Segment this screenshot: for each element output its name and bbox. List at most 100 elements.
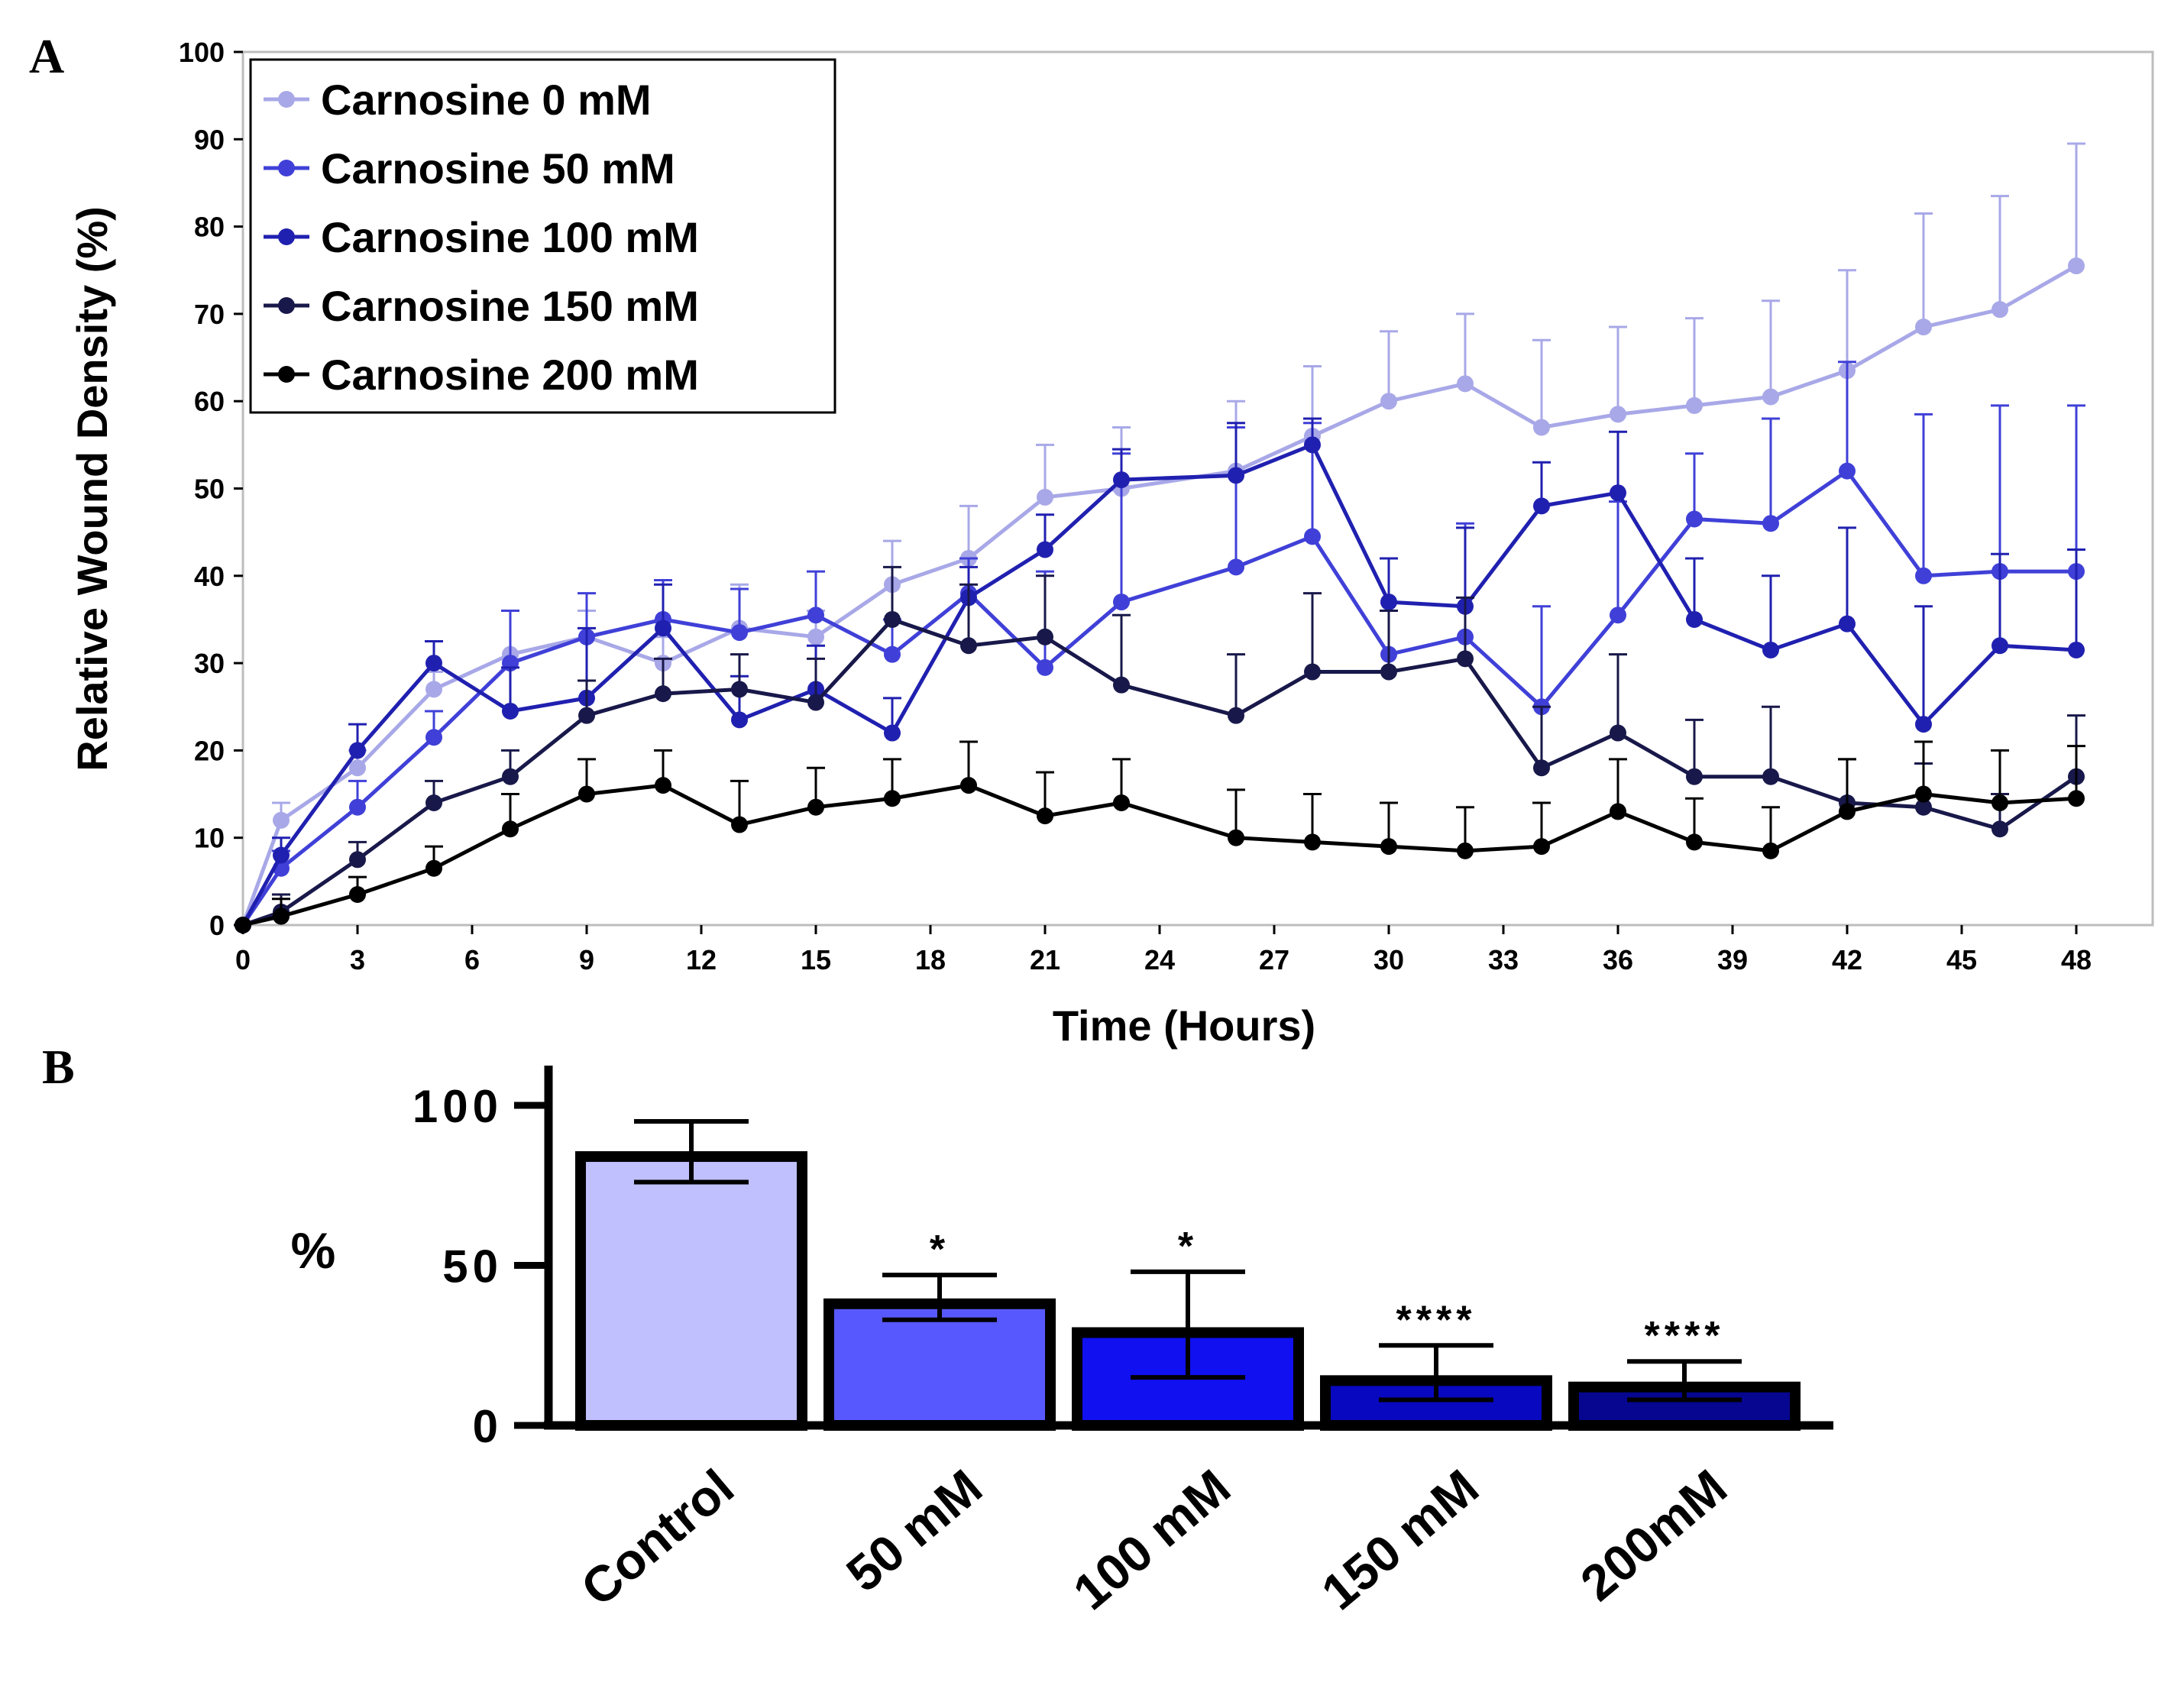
data-point xyxy=(273,907,290,925)
category-label: 100 mM xyxy=(1063,1458,1241,1620)
data-point xyxy=(1304,663,1321,681)
data-point xyxy=(1762,842,1779,859)
data-point xyxy=(2068,257,2085,275)
y-tick-label: 90 xyxy=(194,124,225,155)
data-point xyxy=(1915,319,1932,336)
data-point xyxy=(807,798,824,816)
y-tick-label: 40 xyxy=(194,561,225,592)
x-tick-label: 27 xyxy=(1259,944,1289,975)
data-point xyxy=(1686,610,1703,628)
y-axis-label: Relative Wound Density (%) xyxy=(68,206,116,772)
bar-y-tick-label: 0 xyxy=(473,1401,503,1452)
data-point xyxy=(884,724,901,742)
category-label: 150 mM xyxy=(1311,1458,1489,1620)
data-point xyxy=(1915,798,1932,816)
y-tick-label: 30 xyxy=(194,648,225,679)
data-point xyxy=(425,681,442,698)
data-point xyxy=(655,685,671,703)
bar xyxy=(823,1298,1056,1432)
data-point xyxy=(884,790,901,807)
data-point xyxy=(1762,388,1779,406)
data-point xyxy=(807,628,824,645)
legend-swatch-marker xyxy=(278,91,295,108)
bar xyxy=(575,1151,807,1432)
bar-y-tick-label: 100 xyxy=(413,1081,503,1132)
data-point xyxy=(1915,785,1932,803)
data-point xyxy=(1839,803,1856,820)
bar-y-tick-label: 50 xyxy=(442,1241,503,1292)
x-tick-label: 36 xyxy=(1603,944,1633,975)
data-point xyxy=(1380,594,1397,611)
data-point xyxy=(1380,838,1397,856)
x-tick-label: 21 xyxy=(1030,944,1060,975)
data-point xyxy=(807,694,824,711)
data-point xyxy=(2068,790,2085,807)
x-tick-label: 33 xyxy=(1488,944,1519,975)
significance-marker: * xyxy=(930,1228,950,1272)
data-point xyxy=(502,768,519,785)
y-tick-label: 70 xyxy=(194,299,225,330)
category-label: 50 mM xyxy=(836,1458,992,1603)
data-point xyxy=(1037,541,1053,558)
data-point xyxy=(1457,650,1474,668)
x-tick-label: 0 xyxy=(235,944,251,975)
legend-entry: Carnosine 0 mM xyxy=(321,76,652,124)
series-line xyxy=(242,783,2077,927)
significance-marker: **** xyxy=(1396,1298,1477,1342)
data-point xyxy=(578,707,595,724)
data-point xyxy=(1304,528,1321,545)
data-point xyxy=(425,859,442,877)
data-point xyxy=(273,811,290,829)
data-point xyxy=(960,777,977,794)
legend-entry: Carnosine 100 mM xyxy=(321,213,699,261)
data-point xyxy=(1915,567,1932,584)
data-point xyxy=(1380,663,1397,681)
data-point xyxy=(1037,628,1053,645)
series-3 xyxy=(235,565,2085,933)
data-point xyxy=(655,620,671,637)
data-point xyxy=(1839,462,1856,480)
data-point xyxy=(1113,471,1130,489)
legend-swatch-marker xyxy=(278,366,295,383)
data-point xyxy=(1686,833,1703,851)
data-point xyxy=(1991,820,2008,838)
data-point xyxy=(1610,484,1626,502)
data-point xyxy=(2068,641,2085,658)
y-tick-label: 50 xyxy=(194,474,225,505)
significance-marker: * xyxy=(1178,1225,1198,1269)
data-point xyxy=(1991,794,2008,811)
data-point xyxy=(273,846,290,864)
data-point xyxy=(349,759,366,777)
data-point xyxy=(1686,396,1703,414)
data-point xyxy=(1113,676,1130,694)
legend-entry: Carnosine 50 mM xyxy=(321,144,675,192)
bars-group: * ***** **** xyxy=(575,1118,1801,1432)
data-point xyxy=(884,645,901,663)
data-point xyxy=(1762,641,1779,658)
data-point xyxy=(1380,393,1397,410)
data-point xyxy=(731,681,748,698)
data-point xyxy=(884,610,901,628)
legend-swatch-marker xyxy=(278,228,295,245)
data-point xyxy=(1304,833,1321,851)
data-point xyxy=(1457,842,1474,859)
x-tick-label: 48 xyxy=(2061,944,2092,975)
data-point xyxy=(1610,724,1626,742)
y-tick-label: 80 xyxy=(194,212,225,243)
legend-entry: Carnosine 200 mM xyxy=(321,351,699,399)
x-tick-label: 24 xyxy=(1144,944,1175,975)
data-point xyxy=(1533,497,1550,515)
data-point xyxy=(1113,794,1130,811)
x-tick-label: 30 xyxy=(1373,944,1404,975)
y-tick-label: 20 xyxy=(194,735,225,766)
legend: Carnosine 0 mM Carnosine 50 mM Carnosine 1… xyxy=(249,58,836,414)
panel-b-label: B xyxy=(42,1040,75,1094)
significance-marker: **** xyxy=(1645,1314,1725,1358)
data-point xyxy=(1610,406,1626,423)
data-point xyxy=(1533,419,1550,436)
data-point xyxy=(349,798,366,816)
series-4 xyxy=(235,740,2085,933)
data-point xyxy=(349,885,366,903)
data-point xyxy=(731,816,748,833)
